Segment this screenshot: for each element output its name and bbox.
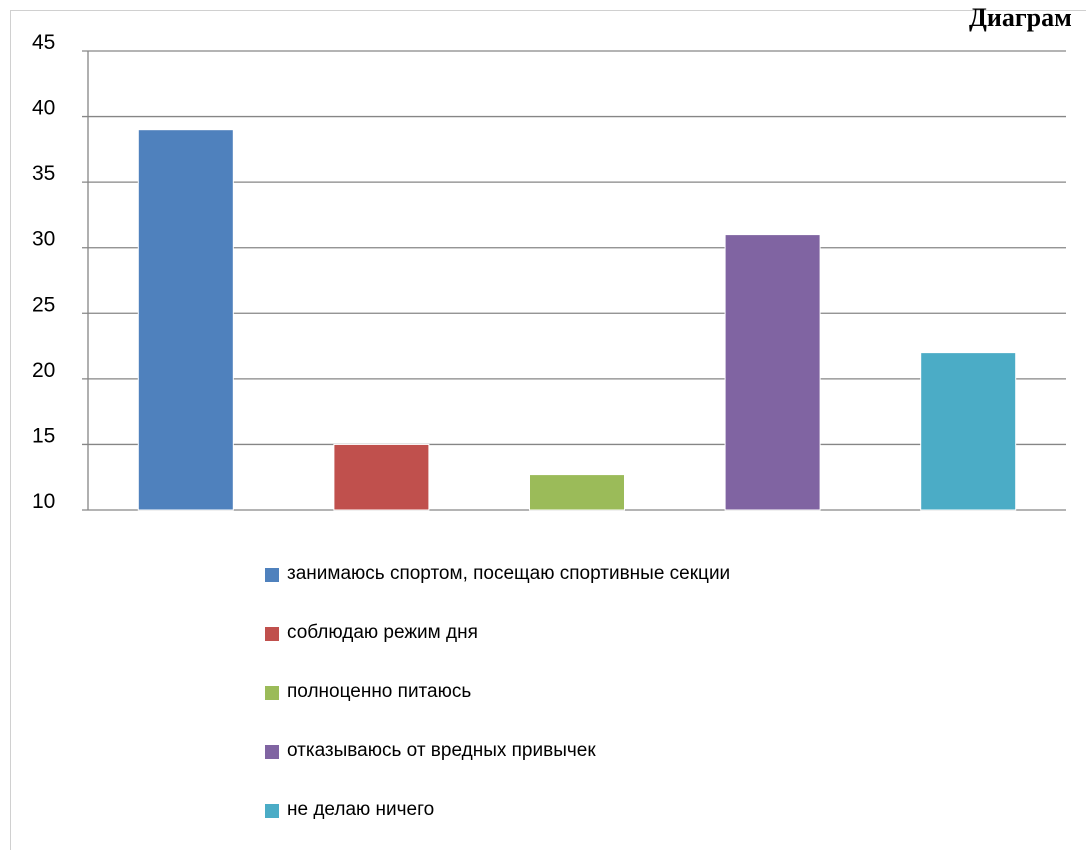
legend-label: соблюдаю режим дня [287,622,478,643]
chart-title: Диаграм [969,3,1072,32]
legend-label: занимаюсь спортом, посещаю спортивные се… [287,563,731,584]
y-tick-label: 40 [32,97,55,120]
y-tick-label: 35 [32,162,55,185]
bar-2 [333,443,430,511]
y-tick-label: 25 [32,293,55,316]
y-tick-label: 45 [32,31,55,54]
legend-swatch [265,804,279,818]
bar-5 [920,352,1017,511]
y-tick-label: 20 [32,359,55,382]
legend-swatch [265,627,279,641]
y-tick-label: 15 [32,424,55,447]
chart-area: Диаграм [10,3,1086,850]
bar-3 [529,474,625,511]
legend-label: отказываюсь от вредных привычек [287,740,596,761]
legend-label: не делаю ничего [287,799,435,820]
legend-swatch [265,686,279,700]
bar-1 [137,129,234,511]
legend-swatch [265,568,279,582]
legend-label: полноценно питаюсь [287,681,472,702]
y-tick-label: 30 [32,228,55,251]
legend-swatch [265,745,279,759]
y-tick-label: 10 [32,490,55,513]
bar-4 [724,234,821,511]
